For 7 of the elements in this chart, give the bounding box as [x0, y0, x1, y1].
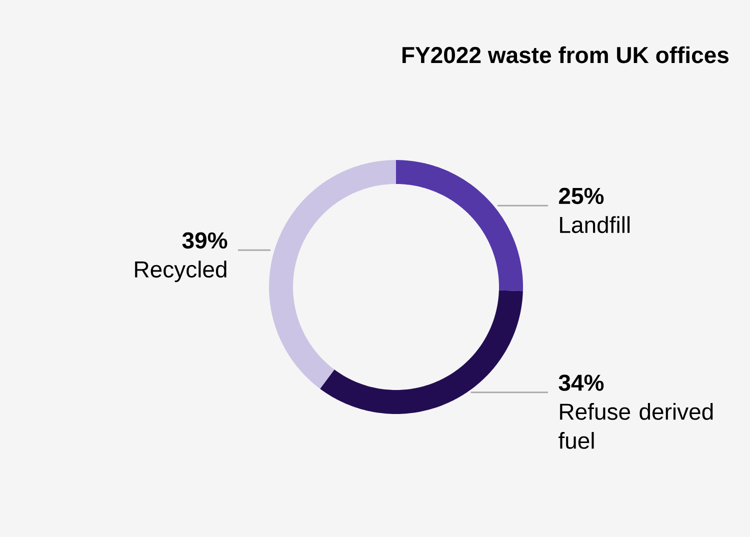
slice-label: Refuse derived fuel	[558, 402, 713, 449]
chart-title: FY2022 waste from UK offices	[402, 46, 728, 64]
data-label: 39%	[182, 232, 228, 249]
data-label: 34%	[558, 374, 604, 391]
data-label: 25%	[559, 188, 604, 204]
slice-label: Recycled	[135, 260, 226, 282]
slice-label: Landfill	[560, 216, 630, 234]
